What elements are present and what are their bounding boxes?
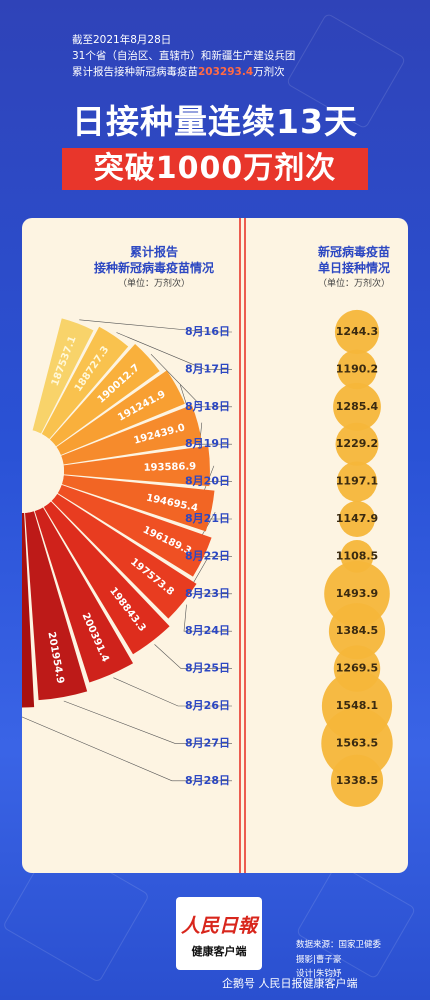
watermark: 企鹅号 人民日报健康客户端 xyxy=(222,977,358,990)
daily-value-label: 1548.1 xyxy=(336,699,378,712)
cumulative-wedge xyxy=(41,326,129,440)
cumulative-wedge xyxy=(57,484,212,577)
daily-bubble xyxy=(333,382,381,431)
daily-bubble xyxy=(328,603,386,660)
date-label: 8月17日 xyxy=(185,362,230,375)
date-label: 8月25日 xyxy=(185,662,230,675)
daily-value-label: 1285.4 xyxy=(336,400,379,413)
daily-value-label: 1229.2 xyxy=(336,437,378,450)
date-label: 8月23日 xyxy=(185,587,230,600)
header-scope: 31个省（自治区、直辖市）和新疆生产建设兵团 xyxy=(72,50,296,62)
logo-bottom-text: 健康客户端 xyxy=(191,945,247,958)
cumulative-wedge xyxy=(49,343,160,447)
fan-center xyxy=(22,429,64,513)
left-title-1: 累计报告 xyxy=(129,245,178,259)
credit-photo: 摄影|曹子豪 xyxy=(296,955,342,965)
connector-line xyxy=(79,319,232,333)
cumulative-wedge xyxy=(32,318,94,434)
date-label: 8月19日 xyxy=(185,437,230,450)
credit-design: 设计|朱钧妤 xyxy=(296,969,342,979)
connector-line xyxy=(22,716,232,782)
connector-line xyxy=(150,353,232,408)
cumulative-wedge xyxy=(63,445,210,487)
people-daily-logo: 人民日報 健康客户端 xyxy=(176,897,262,970)
daily-value-label: 1338.5 xyxy=(336,774,378,787)
cumulative-wedge xyxy=(61,404,202,465)
cumulative-wedge xyxy=(56,370,185,455)
credit-source: 数据来源：国家卫健委 xyxy=(296,940,382,950)
date-label: 8月20日 xyxy=(185,475,230,488)
date-label: 8月18日 xyxy=(185,400,230,413)
header-date: 截至2021年8月28日 xyxy=(72,34,172,46)
daily-value-label: 1108.5 xyxy=(336,549,378,562)
right-title-1: 新冠病毒疫苗 xyxy=(317,245,390,259)
vaccination-chart: 187537.1188727.3190012.7191241.9192439.0… xyxy=(22,218,393,873)
right-title-2: 单日接种情况 xyxy=(317,261,390,275)
daily-value-label: 1384.5 xyxy=(336,624,378,637)
logo-top-text: 人民日報 xyxy=(180,915,257,937)
daily-value-label: 1269.5 xyxy=(336,662,378,675)
date-label: 8月16日 xyxy=(185,325,230,338)
daily-bubble xyxy=(339,501,375,537)
date-label: 8月27日 xyxy=(185,736,230,749)
daily-bubble xyxy=(330,754,384,807)
cumulative-value-label: 193586.9 xyxy=(144,461,197,473)
cumulative-wedge xyxy=(34,507,134,683)
daily-value-label: 1197.1 xyxy=(336,475,378,488)
right-unit: （单位：万剂次） xyxy=(317,279,390,289)
date-label: 8月24日 xyxy=(185,624,230,637)
date-label: 8月22日 xyxy=(185,549,230,562)
cumulative-wedge xyxy=(43,501,170,655)
connector-line xyxy=(179,384,232,445)
header-total-suffix: 万剂次 xyxy=(253,66,285,78)
daily-value-label: 1493.9 xyxy=(336,587,378,600)
left-title-2: 接种新冠病毒疫苗情况 xyxy=(93,261,214,275)
daily-bubble xyxy=(321,707,393,780)
header-total-value: 203293.4 xyxy=(198,66,254,78)
daily-value-label: 1244.3 xyxy=(336,325,378,338)
cumulative-wedge xyxy=(22,512,35,708)
date-label: 8月21日 xyxy=(185,512,230,525)
daily-bubble xyxy=(336,461,378,502)
header-total: 累计报告接种新冠病毒疫苗203293.4万剂次 xyxy=(72,65,285,80)
daily-bubble xyxy=(337,349,377,390)
date-label: 8月26日 xyxy=(185,699,230,712)
date-label: 8月28日 xyxy=(185,774,230,787)
daily-bubble xyxy=(335,422,379,466)
daily-value-label: 1563.5 xyxy=(336,736,378,749)
left-unit: （单位：万剂次） xyxy=(117,279,190,289)
daily-value-label: 1190.2 xyxy=(336,362,378,375)
connector-line xyxy=(116,332,232,370)
daily-bubble xyxy=(334,309,380,355)
right-section-title: 新冠病毒疫苗 单日接种情况 （单位：万剂次） xyxy=(299,244,408,292)
headline-banner: 突破1000万剂次 xyxy=(62,148,368,190)
connector-line xyxy=(183,604,232,632)
connector-line xyxy=(113,677,232,707)
daily-value-label: 1147.9 xyxy=(336,512,378,525)
connector-line xyxy=(63,700,232,744)
cumulative-wedge xyxy=(61,475,215,532)
cumulative-wedge xyxy=(51,493,197,619)
connector-line xyxy=(154,644,232,669)
headline: 日接种量连续13天 xyxy=(72,102,358,141)
left-section-title: 累计报告 接种新冠病毒疫苗情况 （单位：万剂次） xyxy=(84,244,224,292)
cumulative-wedge xyxy=(25,511,88,701)
header-total-prefix: 累计报告接种新冠病毒疫苗 xyxy=(72,66,198,78)
